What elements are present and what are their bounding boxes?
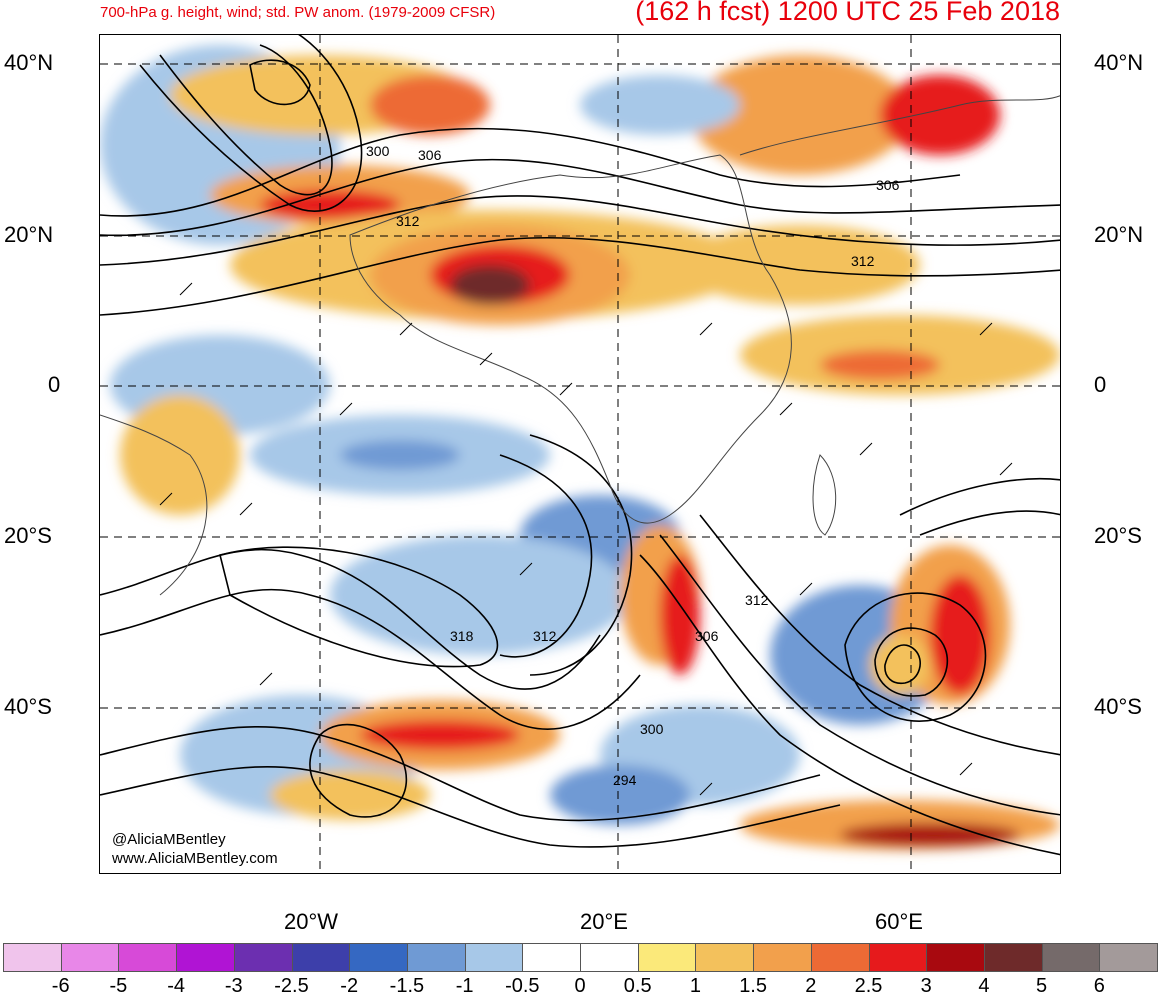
legend-swatch	[1041, 943, 1101, 972]
lat-label-right: 40°S	[1094, 694, 1142, 719]
contour-label: 300	[640, 721, 664, 737]
legend-label: -2	[340, 975, 359, 997]
contour-label: 306	[876, 177, 900, 193]
credit-website[interactable]: www.AliciaMBentley.com	[112, 850, 278, 867]
legend-label: -4	[167, 975, 185, 997]
legend-swatch	[1099, 943, 1159, 972]
contour-label: 312	[851, 253, 875, 269]
legend-label: 4	[978, 975, 990, 997]
legend-swatch	[868, 943, 928, 972]
lat-label-right: 20°S	[1094, 523, 1142, 548]
forecast-title: (162 h fcst) 1200 UTC 25 Feb 2018	[635, 0, 1060, 26]
legend-label: 2	[805, 975, 817, 997]
pw-anomaly-shading	[100, 45, 1060, 850]
credit-handle: @AliciaMBentley	[112, 831, 226, 848]
height-contours	[100, 35, 1060, 856]
lon-label: 60°E	[875, 909, 923, 934]
legend-swatch	[291, 943, 351, 972]
lat-label-right: 20°N	[1094, 222, 1144, 247]
legend-label: -1.5	[389, 975, 425, 997]
legend-swatch	[580, 943, 639, 972]
lon-label: 20°W	[284, 909, 339, 934]
contour-label: 306	[695, 628, 719, 644]
lat-label-left: 40°N	[4, 50, 54, 75]
legend-swatch	[60, 943, 120, 972]
lat-label-left: 20°S	[4, 523, 52, 548]
legend-label: -5	[109, 975, 128, 997]
legend-label: 2.5	[854, 975, 883, 997]
legend-swatch	[464, 943, 524, 972]
graticule	[100, 35, 1060, 873]
legend-swatch	[118, 943, 178, 972]
legend-label: 0.5	[623, 975, 652, 997]
contour-label: 300	[366, 143, 390, 159]
coastlines	[100, 95, 1060, 596]
legend-label: -6	[51, 975, 70, 997]
legend-swatch	[637, 943, 697, 972]
legend-swatch	[406, 943, 466, 972]
legend-label: -1	[455, 975, 474, 997]
contour-label: 306	[418, 147, 442, 163]
legend-swatch	[810, 943, 870, 972]
legend-label: -0.5	[505, 975, 540, 997]
lat-label-left: 0	[48, 372, 61, 397]
legend-label: -3	[224, 975, 243, 997]
map-subtitle: 700-hPa g. height, wind; std. PW anom. (…	[100, 4, 496, 21]
contour-label: 312	[533, 628, 557, 644]
legend-swatch	[983, 943, 1043, 972]
legend-label: 1	[689, 975, 701, 997]
legend-swatch	[926, 943, 985, 972]
legend-swatch	[695, 943, 755, 972]
color-legend	[3, 943, 1159, 972]
legend-swatch	[753, 943, 812, 972]
legend-swatch	[3, 943, 62, 972]
lat-label-left: 20°N	[4, 222, 54, 247]
legend-swatch	[233, 943, 293, 972]
map-canvas: 300 306 312 306 312 318 312 312 306 300 …	[100, 35, 1060, 873]
contour-label: 294	[613, 772, 637, 788]
legend-label: 1.5	[739, 975, 767, 997]
legend-swatch	[349, 943, 408, 972]
contour-label: 312	[745, 592, 769, 608]
lon-label: 20°E	[580, 909, 628, 934]
legend-labels: -6 -5 -4 -3 -2.5 -2 -1.5 -1 -0.5 0 0.5 1 1.5 2 2.5 3 4 5 6	[0, 975, 1160, 999]
legend-label: 3	[920, 975, 932, 997]
legend-label: 0	[574, 975, 586, 997]
contour-label: 318	[450, 628, 474, 644]
wind-barbs	[159, 282, 1013, 796]
lat-label-right: 40°N	[1094, 50, 1144, 75]
legend-swatch	[522, 943, 582, 972]
legend-label: 6	[1093, 975, 1105, 997]
legend-label: 5	[1036, 975, 1048, 997]
legend-label: -2.5	[274, 975, 309, 997]
contour-label: 312	[396, 213, 420, 229]
lat-label-left: 40°S	[4, 694, 52, 719]
legend-swatch	[176, 943, 235, 972]
map-panel[interactable]: 300 306 312 306 312 318 312 312 306 300 …	[99, 34, 1061, 874]
lat-label-right: 0	[1094, 372, 1107, 397]
